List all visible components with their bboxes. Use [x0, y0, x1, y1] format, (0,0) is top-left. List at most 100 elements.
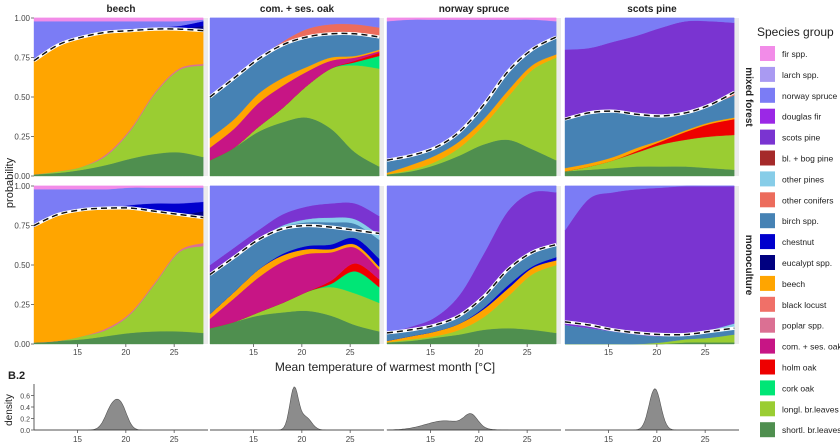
x-tick-label: 25 [170, 348, 179, 357]
legend-label: eucalypt spp. [782, 258, 832, 268]
density-panel-beech: 15 20 25 [34, 398, 208, 444]
legend: fir spp. larch spp. norway spruce douglas f… [760, 46, 840, 438]
panel-mixed-forest-scots-pine [564, 17, 739, 177]
density-x-tick-label: 20 [474, 435, 483, 444]
x-tick-label: 25 [346, 348, 355, 357]
legend-swatch [760, 401, 775, 417]
column-title-scots-pine: scots pine [627, 4, 677, 15]
legend-swatch [760, 129, 775, 145]
panel-monoculture-norway-spruce [386, 185, 561, 345]
x-tick-label: 15 [604, 348, 613, 357]
legend-swatch [760, 46, 775, 61]
density-x-tick-label: 15 [604, 435, 613, 444]
legend-swatch [760, 296, 775, 312]
legend-swatch [760, 359, 775, 375]
dashed-line [564, 91, 735, 120]
density-area [34, 398, 208, 431]
dashed-line-halo [33, 206, 204, 227]
dashed-line-halo [386, 242, 557, 335]
legend-item-holm-oak: holm oak [760, 359, 817, 375]
density-x-tick-label: 15 [426, 435, 435, 444]
legend-label: com. + ses. oak [782, 342, 840, 352]
y-tick-label: 0.75 [14, 222, 30, 231]
legend-label: black locust [782, 300, 827, 310]
legend-label: longl. br.leaves [782, 404, 839, 414]
x-tick-label: 20 [652, 348, 661, 357]
legend-item-cork-oak: cork oak [760, 380, 815, 396]
legend-item-bl-bog-pine: bl. + bog pine [760, 150, 834, 166]
legend-item-birch-spp: birch spp. [760, 213, 819, 229]
density-area [565, 388, 739, 431]
legend-item-scots-pine: scots pine [760, 129, 821, 145]
density-area [210, 386, 384, 431]
legend-item-eucalypt-spp: eucalypt spp. [760, 255, 832, 270]
panel-mixed-forest-beech [33, 17, 208, 177]
panel-mixed-forest-com-ses-oak [209, 17, 384, 177]
density-panel-com-ses-oak: 15 20 25 [210, 386, 384, 444]
density-panel-norway-spruce: 15 20 25 [386, 413, 561, 444]
legend-label: fir spp. [782, 49, 808, 59]
legend-swatch [760, 66, 775, 82]
dashed-line-halo [386, 35, 557, 162]
panel-mixed-forest-norway-spruce [386, 17, 561, 177]
y-tick-label: 0.25 [14, 301, 30, 310]
dashed-line [33, 28, 204, 62]
legend-item-shortl-br-leaves: shortl. br.leaves [760, 422, 840, 438]
dashed-line [209, 32, 380, 98]
density-x-tick-label: 25 [170, 435, 179, 444]
y-tick-label: 0.25 [14, 133, 30, 142]
legend-swatch [760, 255, 775, 270]
legend-item-fir-spp: fir spp. [760, 46, 808, 61]
panel-monoculture-beech [33, 185, 208, 345]
density-y-tick-label: 0.2 [20, 417, 30, 424]
legend-item-other-pines: other pines [760, 171, 824, 187]
legend-label: beech [782, 279, 805, 289]
area-scots-pine [564, 185, 735, 337]
x-tick-label: 20 [474, 348, 483, 357]
panel-monoculture-com-ses-oak [209, 185, 384, 345]
legend-item-beech: beech [760, 275, 805, 291]
legend-label: other conifers [782, 195, 834, 205]
density-area [386, 413, 561, 431]
y-tick-label: 1.00 [14, 182, 30, 191]
x-tick-label: 15 [426, 348, 435, 357]
legend-item-black-locust: black locust [760, 296, 827, 312]
legend-swatch [760, 234, 775, 250]
y-tick-label: 0.75 [14, 54, 30, 63]
legend-item-com-ses-oak: com. + ses. oak [760, 338, 840, 354]
legend-label: cork oak [782, 383, 815, 393]
legend-label: bl. + bog pine [782, 154, 834, 164]
density-panel-scots-pine: 15 20 25 [565, 388, 739, 444]
column-title-beech: beech [107, 4, 136, 15]
density-x-tick-label: 15 [73, 435, 82, 444]
legend-swatch [760, 150, 775, 166]
legend-swatch [760, 338, 775, 354]
legend-label: douglas fir [782, 112, 821, 122]
density-y-title: density [4, 394, 15, 426]
x-axis-title: Mean temperature of warmest month [°C] [275, 360, 495, 374]
legend-label: poplar spp. [782, 321, 824, 331]
legend-swatch [760, 317, 775, 333]
legend-item-larch-spp: larch spp. [760, 66, 819, 82]
legend-swatch [760, 108, 775, 124]
legend-item-other-conifers: other conifers [760, 192, 834, 208]
facet-panels [33, 17, 739, 345]
legend-title: Species group [757, 25, 834, 39]
density-y-tick-label: 0.4 [20, 405, 30, 412]
column-title-com-ses-oak: com. + ses. oak [260, 4, 335, 15]
x-tick-label: 20 [121, 348, 130, 357]
legend-swatch [760, 192, 775, 208]
legend-swatch [760, 275, 775, 291]
panel-monoculture-scots-pine [564, 185, 739, 345]
x-tick-label: 15 [73, 348, 82, 357]
density-x-tick-label: 20 [297, 435, 306, 444]
y-tick-label: 0.00 [14, 340, 30, 349]
legend-label: chestnut [782, 237, 815, 247]
x-tick-label: 20 [297, 348, 306, 357]
row-title-monoculture: monoculture [743, 235, 754, 296]
legend-item-chestnut: chestnut [760, 234, 815, 250]
density-y-tick-label: 0.0 [20, 428, 30, 435]
legend-label: other pines [782, 174, 824, 184]
legend-label: birch spp. [782, 216, 819, 226]
